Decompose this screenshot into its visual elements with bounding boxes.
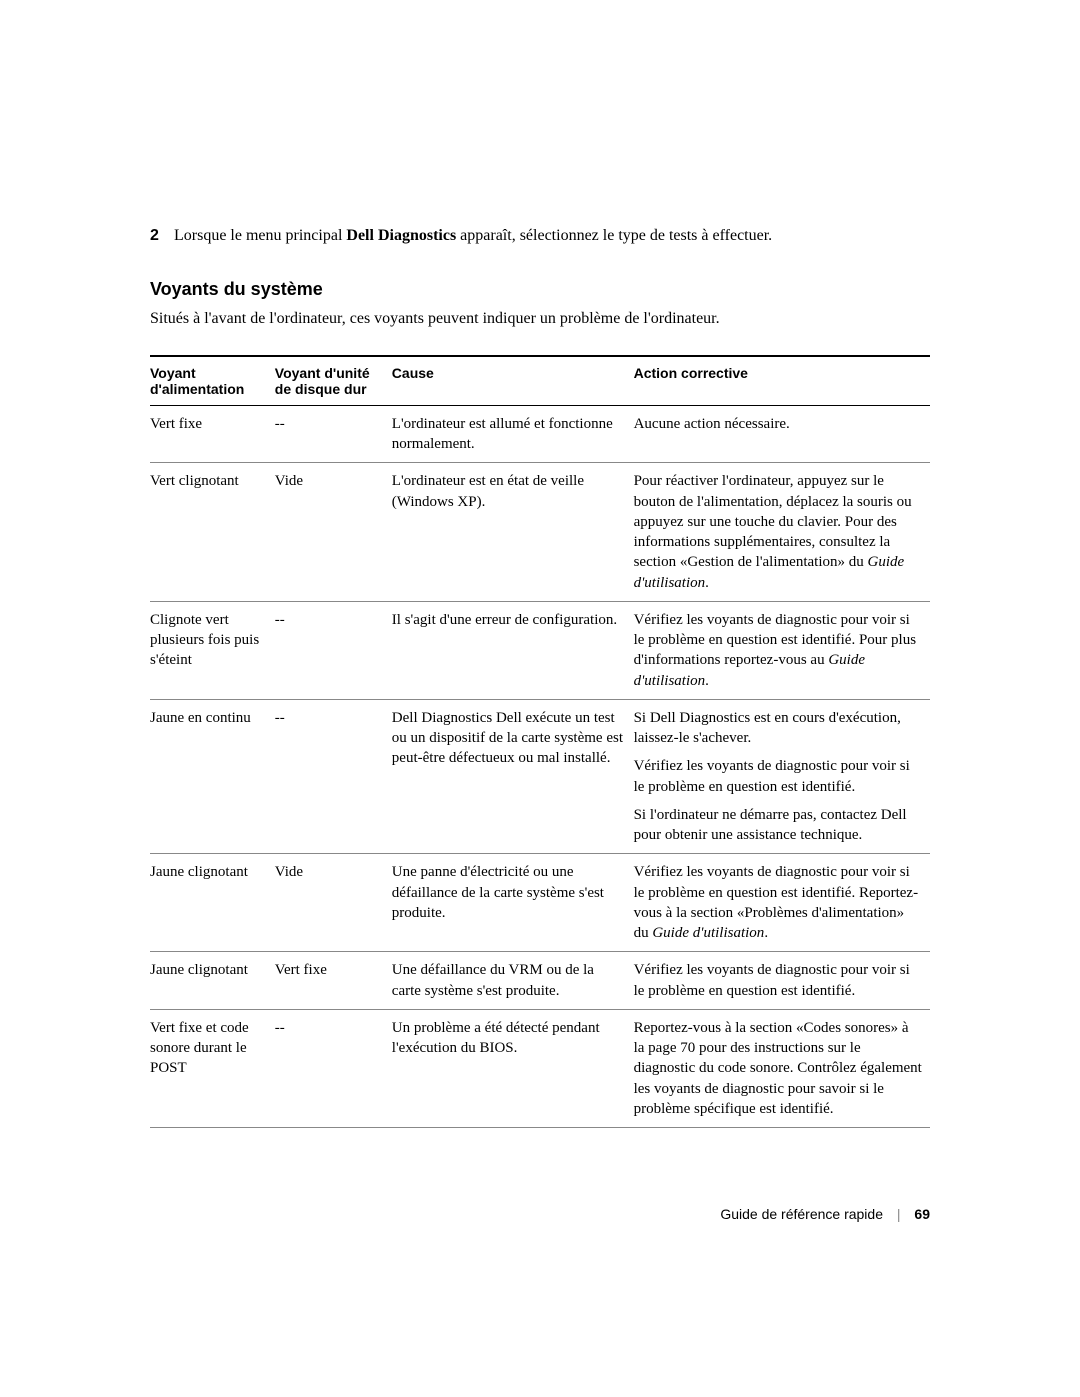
cell-power-led: Clignote vert plusieurs fois puis s'étei… (150, 601, 275, 699)
cell-paragraph: Si l'ordinateur ne démarre pas, contacte… (634, 805, 922, 846)
cell-paragraph: Vérifiez les voyants de diagnostic pour … (634, 862, 922, 943)
step-pre: Lorsque le menu principal (174, 227, 346, 244)
table-header-row: Voyantd'alimentation Voyant d'unitéde di… (150, 356, 930, 406)
table-cell: Vérifiez les voyants de diagnostic pour … (634, 854, 930, 952)
th-cause: Cause (392, 356, 634, 406)
table-cell: Pour réactiver l'ordinateur, appuyez sur… (634, 463, 930, 602)
cell-power-led: Vert fixe et code sonore durant le POST (150, 1009, 275, 1127)
diagnostics-table: Voyantd'alimentation Voyant d'unitéde di… (150, 355, 930, 1128)
section-intro: Situés à l'avant de l'ordinateur, ces vo… (150, 308, 930, 330)
cell-power-led: Jaune clignotant (150, 854, 275, 952)
cell-paragraph: L'ordinateur est en état de veille (Wind… (392, 471, 626, 512)
step-post: apparaît, sélectionnez le type de tests … (456, 227, 772, 244)
table-cell: Un problème a été détecté pendant l'exéc… (392, 1009, 634, 1127)
cell-power-led: Jaune clignotant (150, 952, 275, 1010)
table-row: Jaune en continu--Dell Diagnostics Dell … (150, 699, 930, 854)
table-row: Jaune clignotantVideUne panne d'électric… (150, 854, 930, 952)
cell-paragraph: Reportez-vous à la section «Codes sonore… (634, 1018, 922, 1119)
table-row: Jaune clignotantVert fixeUne défaillance… (150, 952, 930, 1010)
page-footer: Guide de référence rapide | 69 (720, 1206, 930, 1222)
cell-hdd-led: Vide (275, 854, 392, 952)
cell-hdd-led: -- (275, 699, 392, 854)
footer-separator: | (897, 1206, 901, 1222)
table-cell: L'ordinateur est allumé et fonctionne no… (392, 405, 634, 463)
table-row: Vert fixe et code sonore durant le POST-… (150, 1009, 930, 1127)
th-hdd-led: Voyant d'unitéde disque dur (275, 356, 392, 406)
table-cell: Il s'agit d'une erreur de configuration. (392, 601, 634, 699)
cell-paragraph: Il s'agit d'une erreur de configuration. (392, 610, 626, 630)
table-row: Clignote vert plusieurs fois puis s'étei… (150, 601, 930, 699)
th-action: Action corrective (634, 356, 930, 406)
cell-hdd-led: -- (275, 1009, 392, 1127)
cell-paragraph: Vérifiez les voyants de diagnostic pour … (634, 756, 922, 797)
cell-paragraph: Dell Diagnostics Dell exécute un test ou… (392, 708, 626, 769)
table-cell: Si Dell Diagnostics est en cours d'exécu… (634, 699, 930, 854)
cell-paragraph: Une panne d'électricité ou une défaillan… (392, 862, 626, 923)
step-bold: Dell Diagnostics (346, 227, 456, 244)
cell-hdd-led: -- (275, 601, 392, 699)
cell-power-led: Vert fixe (150, 405, 275, 463)
section-heading: Voyants du système (150, 279, 930, 300)
th-power-led: Voyantd'alimentation (150, 356, 275, 406)
cell-paragraph: Aucune action nécessaire. (634, 414, 922, 434)
cell-paragraph: L'ordinateur est allumé et fonctionne no… (392, 414, 626, 455)
cell-paragraph: Si Dell Diagnostics est en cours d'exécu… (634, 708, 922, 749)
cell-paragraph: Pour réactiver l'ordinateur, appuyez sur… (634, 471, 922, 593)
table-cell: Dell Diagnostics Dell exécute un test ou… (392, 699, 634, 854)
table-cell: Reportez-vous à la section «Codes sonore… (634, 1009, 930, 1127)
table-cell: Une défaillance du VRM ou de la carte sy… (392, 952, 634, 1010)
table-cell: L'ordinateur est en état de veille (Wind… (392, 463, 634, 602)
table-body: Vert fixe--L'ordinateur est allumé et fo… (150, 405, 930, 1127)
footer-title: Guide de référence rapide (720, 1206, 883, 1222)
cell-paragraph: Vérifiez les voyants de diagnostic pour … (634, 960, 922, 1001)
cell-hdd-led: Vert fixe (275, 952, 392, 1010)
cell-hdd-led: -- (275, 405, 392, 463)
table-cell: Aucune action nécessaire. (634, 405, 930, 463)
cell-power-led: Jaune en continu (150, 699, 275, 854)
cell-hdd-led: Vide (275, 463, 392, 602)
table-cell: Vérifiez les voyants de diagnostic pour … (634, 952, 930, 1010)
cell-paragraph: Vérifiez les voyants de diagnostic pour … (634, 610, 922, 691)
step-text: Lorsque le menu principal Dell Diagnosti… (174, 225, 930, 247)
cell-paragraph: Une défaillance du VRM ou de la carte sy… (392, 960, 626, 1001)
cell-power-led: Vert clignotant (150, 463, 275, 602)
table-row: Vert clignotantVideL'ordinateur est en é… (150, 463, 930, 602)
table-cell: Vérifiez les voyants de diagnostic pour … (634, 601, 930, 699)
cell-paragraph: Un problème a été détecté pendant l'exéc… (392, 1018, 626, 1059)
footer-page-number: 69 (914, 1206, 930, 1222)
numbered-step: 2 Lorsque le menu principal Dell Diagnos… (150, 225, 930, 247)
table-cell: Une panne d'électricité ou une défaillan… (392, 854, 634, 952)
step-number: 2 (150, 225, 174, 247)
table-row: Vert fixe--L'ordinateur est allumé et fo… (150, 405, 930, 463)
